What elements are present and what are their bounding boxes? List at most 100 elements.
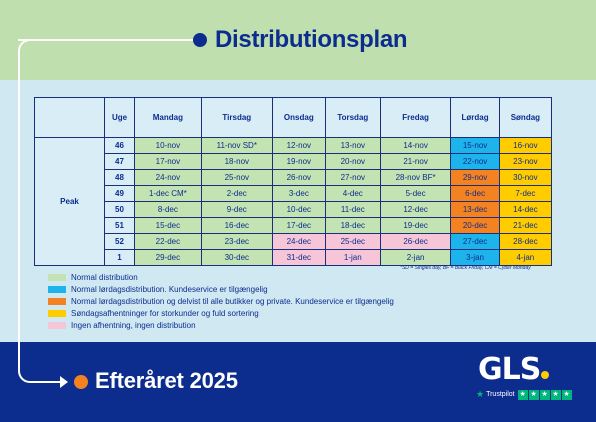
- date-cell: 27-nov: [324, 169, 381, 186]
- date-cell: 18-nov: [200, 153, 273, 170]
- week-number: 46: [104, 137, 135, 154]
- legend-item: Søndagsafhentninger for storkunder og fu…: [48, 307, 394, 319]
- date-cell: 5-dec: [379, 185, 452, 202]
- table-row: 50 8-dec 9-dec 10-dec 11-dec 12-dec 13-dec 14-d…: [35, 201, 553, 218]
- date-cell: 28-dec: [498, 233, 553, 250]
- column-header: Mandag: [134, 97, 202, 138]
- date-cell: 17-dec: [271, 217, 326, 234]
- column-header: Tirsdag: [200, 97, 273, 138]
- week-number: 49: [104, 185, 135, 202]
- week-number: 1: [104, 249, 135, 266]
- date-cell: 31-dec: [271, 249, 326, 266]
- date-cell: 26-dec: [379, 233, 452, 250]
- section-label: Peak: [34, 137, 105, 266]
- corner-cell: [34, 97, 105, 138]
- date-cell: 25-nov: [200, 169, 273, 186]
- season-title: Efteråret 2025: [95, 368, 238, 393]
- column-header: Lørdag: [450, 97, 500, 138]
- footnote: *SD = Singles day, BF = Black Friday, CM…: [400, 265, 531, 271]
- date-cell: 29-nov: [450, 169, 500, 186]
- star-icon: ★: [561, 389, 572, 400]
- date-cell: 14-dec: [498, 201, 553, 218]
- date-cell: 8-dec: [134, 201, 202, 218]
- date-cell: 25-dec: [324, 233, 381, 250]
- date-cell: 13-dec: [450, 201, 500, 218]
- page-title: Distributionsplan: [215, 26, 408, 53]
- date-cell: 12-dec: [379, 201, 452, 218]
- date-cell: 21-nov: [379, 153, 452, 170]
- distribution-table: Uge Mandag Tirsdag Onsdag Torsdag Fredag…: [34, 97, 553, 266]
- legend-item: Normal lørdagsdistribution og delvist ti…: [48, 295, 394, 307]
- logo-dot-icon: [541, 371, 550, 379]
- legend-label: Normal lørdagsdistribution. Kundeservice…: [71, 284, 268, 294]
- date-cell: 17-nov: [134, 153, 202, 170]
- table-row: 49 1-dec CM* 2-dec 3-dec 4-dec 5-dec 6-dec 7-de…: [35, 185, 553, 202]
- date-cell: 22-dec: [134, 233, 202, 250]
- date-cell: 1-dec CM*: [134, 185, 202, 202]
- date-cell: 20-nov: [324, 153, 381, 170]
- week-number: 51: [104, 217, 135, 234]
- date-cell: 3-jan: [450, 249, 500, 266]
- flow-connector-bottom: [30, 381, 64, 383]
- date-cell: 22-nov: [450, 153, 500, 170]
- date-cell: 9-dec: [200, 201, 273, 218]
- legend-item: Normal lørdagsdistribution. Kundeservice…: [48, 283, 394, 295]
- date-cell: 30-dec: [200, 249, 273, 266]
- date-cell: 16-nov: [498, 137, 553, 154]
- date-cell: 10-nov: [134, 137, 202, 154]
- table-row: 52 22-dec 23-dec 24-dec 25-dec 26-dec 27-dec 28…: [35, 233, 553, 250]
- date-cell: 11-dec: [324, 201, 381, 218]
- table-row: 47 17-nov 18-nov 19-nov 20-nov 21-nov 22-nov 23…: [35, 153, 553, 170]
- date-cell: 23-dec: [200, 233, 273, 250]
- column-header: Uge: [104, 97, 135, 138]
- gls-logo: GLS: [478, 352, 550, 387]
- table-row: 48 24-nov 25-nov 26-nov 27-nov 28-nov BF* 29-n…: [35, 169, 553, 186]
- date-cell: 15-dec: [134, 217, 202, 234]
- star-icon: ★: [550, 389, 561, 400]
- legend-label: Søndagsafhentninger for storkunder og fu…: [71, 308, 259, 318]
- column-header: Fredag: [379, 97, 452, 138]
- date-cell: 15-nov: [450, 137, 500, 154]
- date-cell: 6-dec: [450, 185, 500, 202]
- date-cell: 26-nov: [271, 169, 326, 186]
- legend-swatch: [48, 321, 66, 329]
- column-header: Søndag: [498, 97, 553, 138]
- date-cell: 16-dec: [200, 217, 273, 234]
- trustpilot-badge: ★ Trustpilot ★ ★ ★ ★ ★: [476, 389, 573, 400]
- date-cell: 13-nov: [324, 137, 381, 154]
- table-row: 1 29-dec 30-dec 31-dec 1-jan 2-jan 3-jan 4-jan: [35, 249, 553, 266]
- table-header-row: Uge Mandag Tirsdag Onsdag Torsdag Fredag…: [34, 97, 553, 138]
- legend-swatch: [48, 285, 66, 293]
- date-cell: 3-dec: [271, 185, 326, 202]
- legend-swatch: [48, 309, 66, 317]
- date-cell: 23-nov: [498, 153, 553, 170]
- trustpilot-star-icon: ★: [476, 389, 485, 399]
- bullet-dot-icon: [74, 375, 88, 389]
- arrow-icon: [60, 376, 68, 388]
- legend-swatch: [48, 297, 66, 305]
- date-cell: 21-dec: [498, 217, 553, 234]
- flow-connector-top: [18, 39, 198, 41]
- legend: Normal distribution Normal lørdagsdistrib…: [48, 271, 394, 331]
- date-cell: 1-jan: [324, 249, 381, 266]
- date-cell: 12-nov: [271, 137, 326, 154]
- footer-band: [0, 342, 596, 422]
- date-cell: 4-dec: [324, 185, 381, 202]
- week-number: 48: [104, 169, 135, 186]
- date-cell: 29-dec: [134, 249, 202, 266]
- flow-connector: [18, 39, 32, 383]
- date-cell: 28-nov BF*: [379, 169, 452, 186]
- legend-swatch: [48, 273, 66, 281]
- date-cell: 19-nov: [271, 153, 326, 170]
- date-cell: 4-jan: [498, 249, 553, 266]
- legend-label: Normal lørdagsdistribution og delvist ti…: [71, 296, 394, 306]
- date-cell: 19-dec: [379, 217, 452, 234]
- legend-label: Normal distribution: [71, 272, 138, 282]
- date-cell: 27-dec: [450, 233, 500, 250]
- legend-label: Ingen afhentning, ingen distribution: [71, 320, 196, 330]
- bullet-dot-icon: [193, 33, 207, 47]
- logo-text: GLS: [478, 352, 541, 387]
- date-cell: 30-nov: [498, 169, 553, 186]
- date-cell: 2-dec: [200, 185, 273, 202]
- date-cell: 18-dec: [324, 217, 381, 234]
